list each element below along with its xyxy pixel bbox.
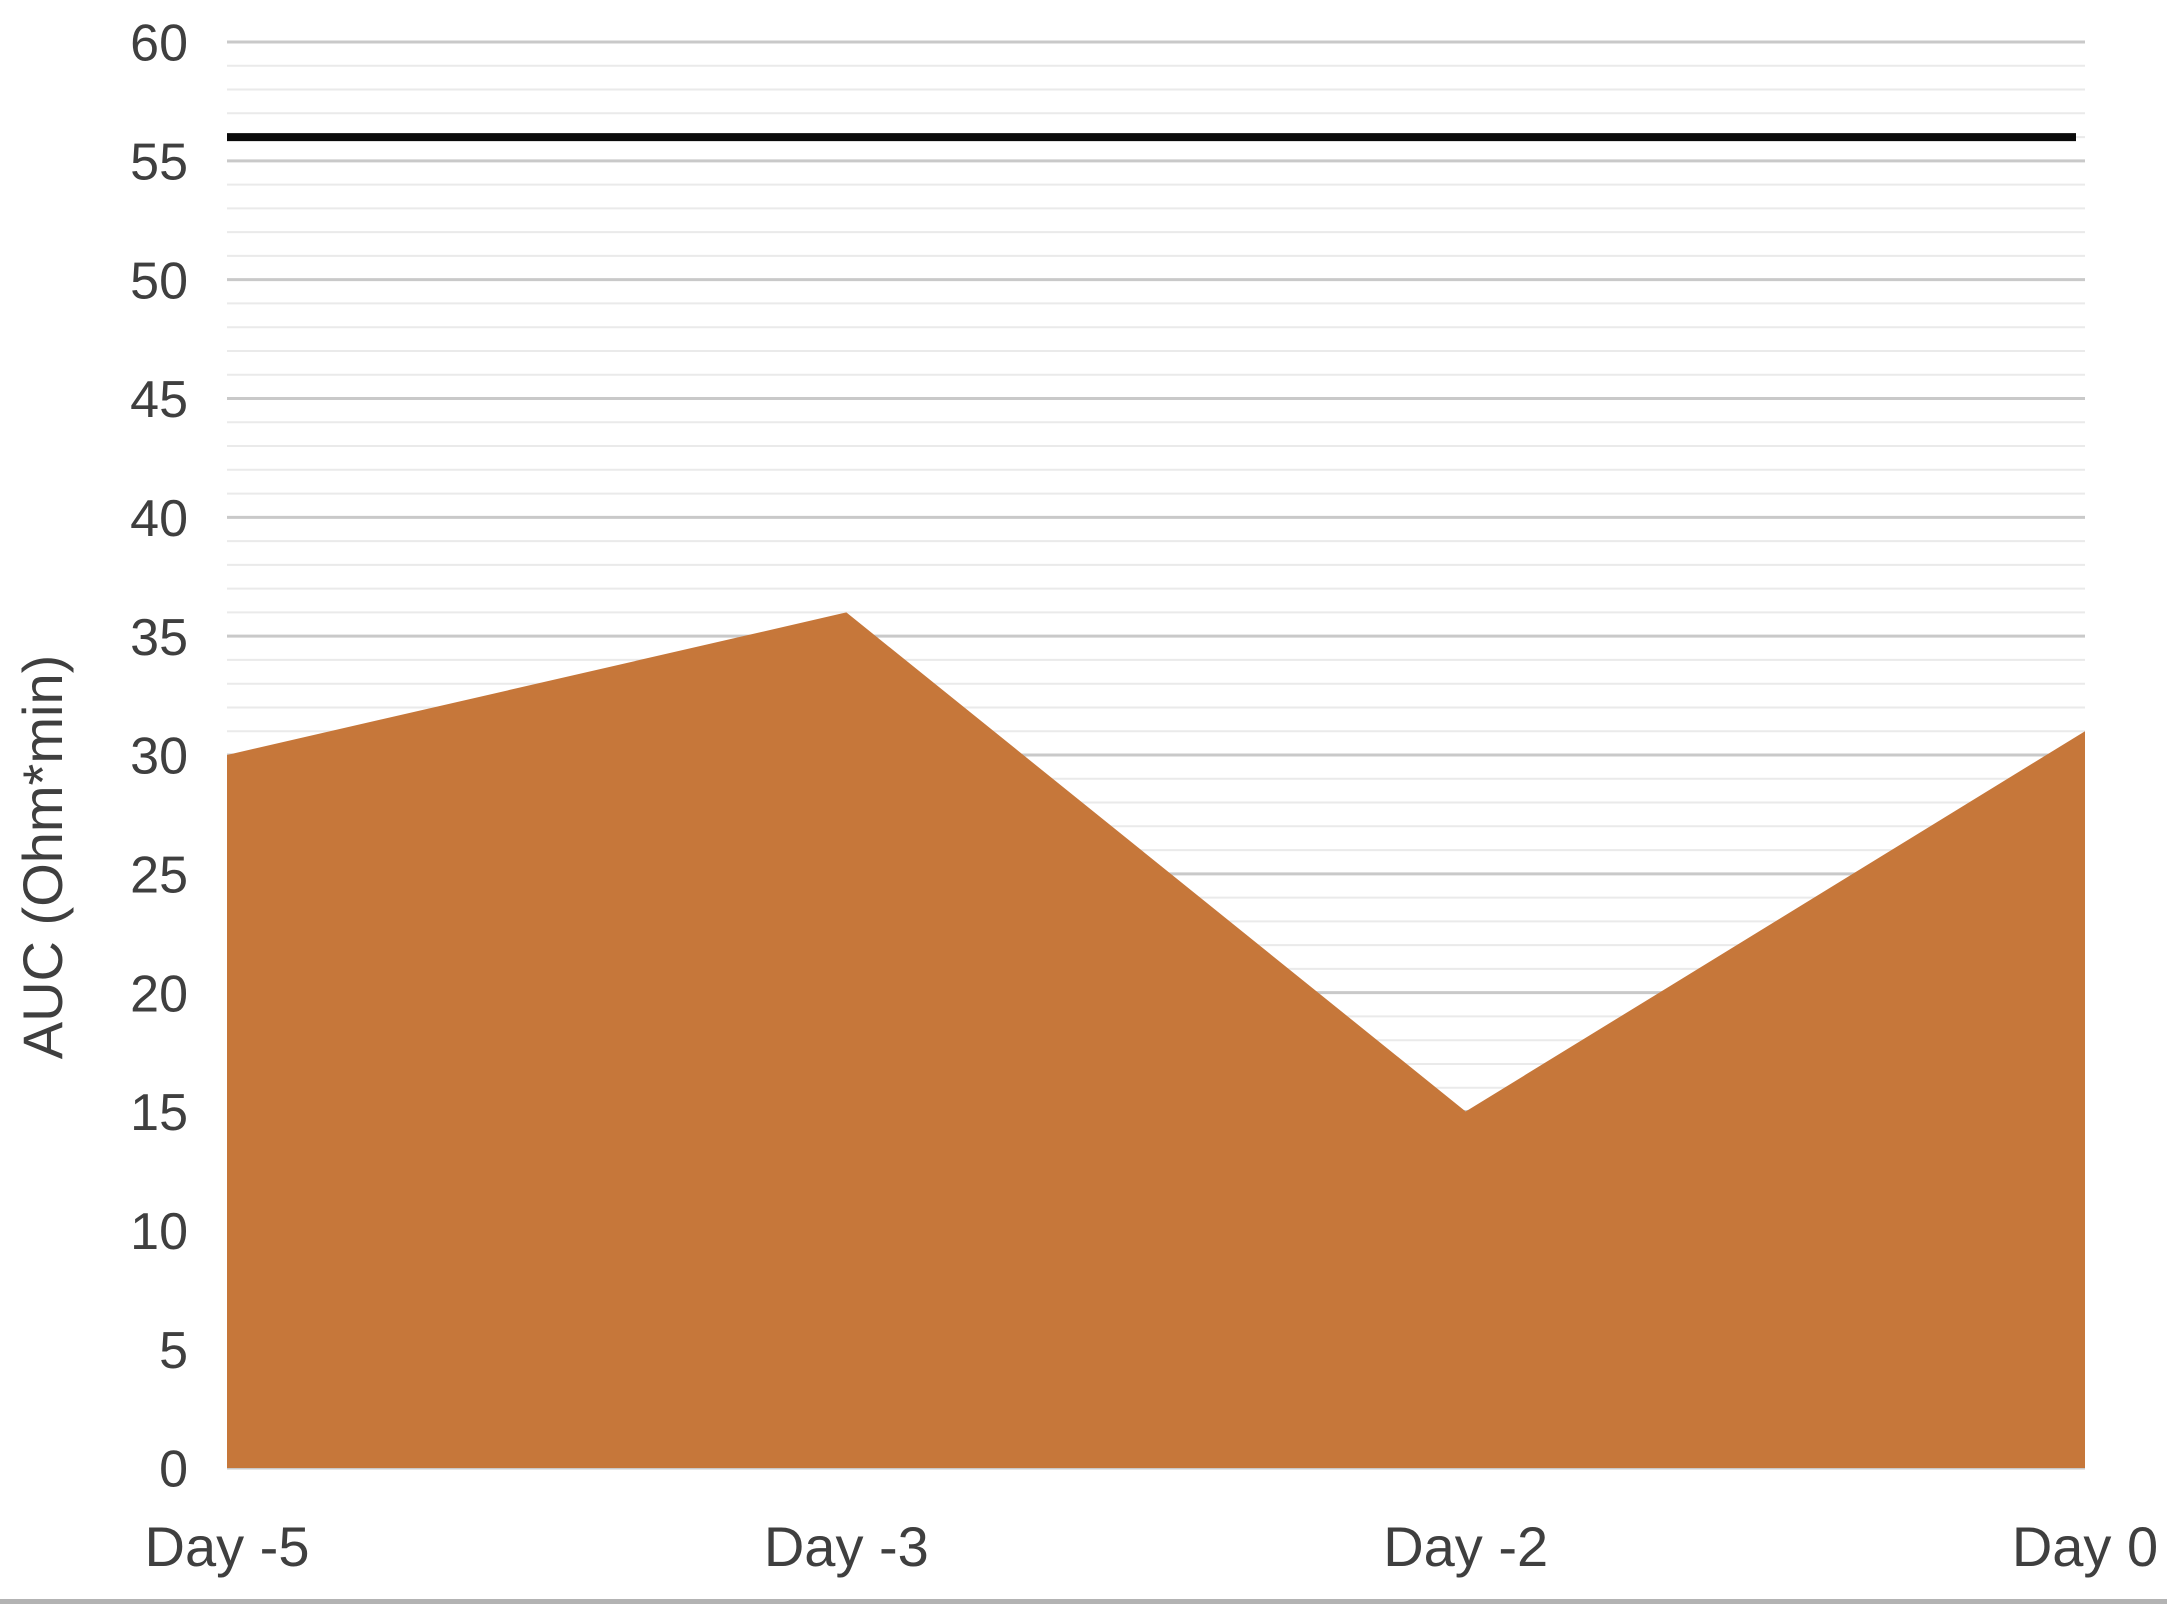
y-tick-labels: 0 5 10 15 20 25 30 35 40 45 50 55 60 <box>130 15 188 1499</box>
y-tick-label: 5 <box>159 1322 188 1380</box>
y-tick-label: 15 <box>130 1084 188 1142</box>
bottom-border-line <box>0 1599 2167 1604</box>
x-category-labels: Day -5 Day -3 Day -2 Day 0 <box>145 1515 2159 1578</box>
y-tick-label: 40 <box>130 490 188 548</box>
y-tick-label: 20 <box>130 965 188 1023</box>
y-axis-title: AUC (Ohm*min) <box>11 655 74 1059</box>
y-tick-label: 45 <box>130 371 188 429</box>
x-category-label: Day 0 <box>2012 1515 2158 1578</box>
y-tick-label: 25 <box>130 847 188 905</box>
y-tick-label: 60 <box>130 15 188 73</box>
x-category-label: Day -2 <box>1383 1515 1548 1578</box>
y-tick-label: 50 <box>130 252 188 310</box>
x-category-label: Day -3 <box>764 1515 929 1578</box>
y-tick-label: 30 <box>130 728 188 786</box>
y-tick-label: 0 <box>159 1441 188 1499</box>
auc-area-series <box>227 612 2085 1468</box>
y-tick-label: 10 <box>130 1203 188 1261</box>
series-layer <box>227 133 2085 1468</box>
y-tick-label: 55 <box>130 134 188 192</box>
x-category-label: Day -5 <box>145 1515 310 1578</box>
y-tick-label: 35 <box>130 609 188 667</box>
